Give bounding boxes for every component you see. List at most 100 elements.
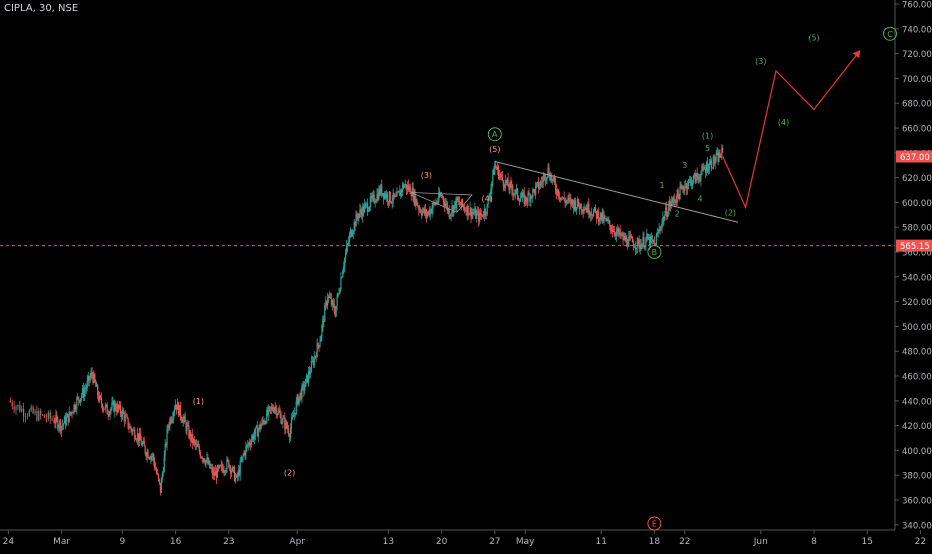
candle-body [34,411,36,414]
candle-body [708,163,711,170]
candle-body [541,182,543,183]
candle-body [454,201,456,206]
candle-body [693,173,695,177]
candle-body [82,388,85,397]
candle-body [644,245,646,248]
candle-body [136,439,138,441]
candle-body [126,416,128,418]
candle-body [710,160,712,168]
candle-body [717,152,719,162]
candle-body [104,405,106,410]
candle-body [167,426,169,429]
candle-body [679,186,681,200]
wave-label: (2) [725,208,736,217]
candle-body [288,429,290,435]
candle-body [370,196,372,199]
wave-label: E [652,520,657,529]
candle-body [323,318,325,322]
candle-body [476,212,478,219]
candle-body [511,183,513,190]
candle-body [350,230,352,237]
candle-body [428,210,430,216]
candle-body [558,196,560,198]
candle-body [346,246,348,254]
candle-body [142,441,144,444]
candle-body [517,188,519,198]
candle-body [520,197,522,199]
candle-body [640,244,642,249]
candle-body [237,470,239,477]
candle-body [577,199,579,206]
candle-body [517,197,520,200]
candle-body [313,356,315,365]
candle-body [179,405,181,417]
candle-body [214,471,217,476]
candle-body [477,211,479,213]
candle-body [238,470,240,475]
candle-body [40,410,42,415]
candle-body [310,361,313,373]
candle-body [475,208,477,219]
candle-body [42,414,44,416]
candle-body [263,421,265,424]
candle-body [315,355,317,358]
candle-body [394,195,396,197]
candle-body [253,434,256,440]
candle-body [368,207,370,211]
candle-body [86,380,88,388]
candle-body [349,230,351,236]
candle-body [314,355,316,357]
wave-label: (5) [808,33,819,42]
candle-body [549,175,551,181]
candle-body [222,468,224,473]
candle-body [329,297,332,299]
candle-body [629,235,631,238]
candle-body [409,186,411,195]
candle-body [191,433,193,442]
candle-body [331,300,333,305]
candle-body [311,360,313,362]
candle-body [506,178,508,183]
candle-body [548,167,550,176]
candle-body [597,211,599,222]
candle-body [630,235,632,238]
candle-body [70,412,72,414]
candle-body [446,203,448,211]
candle-body [322,318,324,326]
candle-body [696,173,698,178]
candle-body [373,194,375,203]
candle-body [115,402,117,410]
candle-body [240,460,242,462]
candle-body [605,217,607,221]
candle-body [326,301,328,306]
candle-body [212,467,214,476]
candle-body [493,170,495,175]
candle-body [187,425,189,427]
wave-label: C [887,30,893,39]
candle-body [169,418,171,427]
candle-body [149,457,151,460]
candle-body [57,418,59,429]
time-tick-label: 18 [649,537,661,547]
price-tick-label: 680.00 [902,100,932,110]
candle-body [184,416,186,422]
candle-body [100,397,103,405]
candle-body [621,233,623,235]
candle-body [377,193,379,200]
candle-body [487,198,489,204]
candle-body [707,162,709,172]
candle-body [292,416,294,417]
candle-body [434,203,436,205]
candle-body [687,185,689,190]
candle-body [498,166,500,179]
candle-body [273,407,275,412]
price-tick-label: 720.00 [902,50,932,60]
candle-body [95,381,97,387]
candle-body [194,441,197,445]
candle-body [607,219,609,221]
candle-body [250,444,252,446]
candle-body [486,203,488,215]
candle-body [441,194,443,196]
